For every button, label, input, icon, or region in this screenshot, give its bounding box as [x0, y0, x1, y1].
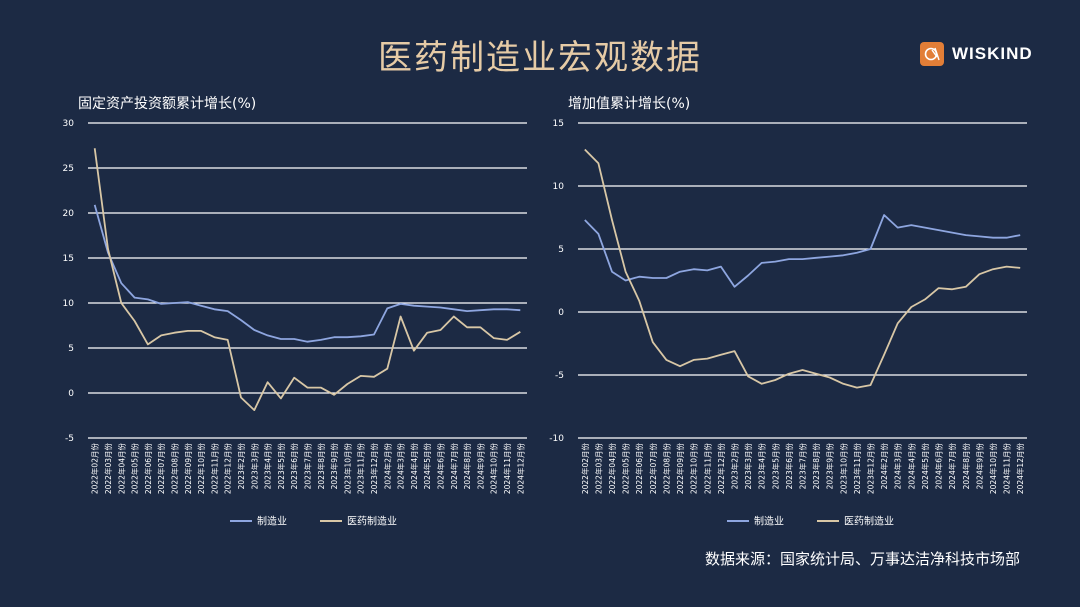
left-xtick-label: 2022年08月份	[169, 443, 179, 495]
left-xtick-label: 2022年09月份	[183, 443, 193, 495]
left-xtick-label: 2022年05月份	[130, 443, 140, 495]
left-xtick-label: 2023年4月份	[263, 443, 273, 490]
right-xtick-label: 2022年08月份	[661, 443, 671, 495]
right-xtick-label: 2023年11月份	[852, 443, 862, 495]
left-ytick-label: 0	[68, 389, 74, 399]
left-xtick-label: 2023年10月份	[342, 443, 352, 495]
left-xtick-label: 2023年11月份	[356, 443, 366, 495]
left-xtick-label: 2022年07月份	[156, 443, 166, 495]
left-ytick-label: 5	[68, 344, 74, 354]
left-legend-label: 医药制造业	[347, 515, 397, 528]
left-xtick-label: 2022年10月份	[196, 443, 206, 495]
left-xtick-label: 2024年7月份	[449, 443, 459, 490]
right-xtick-label: 2024年7月份	[947, 443, 957, 490]
left-ytick-label: 30	[63, 119, 75, 129]
left-xtick-label: 2022年02月份	[90, 443, 100, 495]
right-xtick-label: 2024年11月份	[1002, 443, 1012, 495]
left-ytick-label: 25	[63, 164, 74, 174]
left-xtick-label: 2024年6月份	[436, 443, 446, 490]
right-ytick-label: -10	[549, 434, 564, 444]
right-series-line-manufacturing	[584, 214, 1021, 288]
right-xtick-label: 2024年2月份	[879, 443, 889, 490]
left-xtick-label: 2023年2月份	[236, 443, 246, 490]
right-xtick-label: 2023年3月份	[743, 443, 753, 490]
page-title: 医药制造业宏观数据	[378, 38, 702, 78]
right-ytick-label: -5	[555, 371, 564, 381]
right-xtick-label: 2024年12月份	[1015, 443, 1025, 495]
left-xtick-label: 2024年11月份	[502, 443, 512, 495]
right-xtick-label: 2023年5月份	[770, 443, 780, 490]
left-ytick-label: 20	[63, 209, 75, 219]
left-xtick-label: 2024年3月份	[396, 443, 406, 490]
right-ytick-label: 15	[553, 119, 564, 129]
right-xtick-label: 2022年11月份	[702, 443, 712, 495]
left-xtick-label: 2023年3月份	[249, 443, 259, 490]
brand-logo: WISKIND	[920, 42, 1033, 66]
right-xtick-label: 2023年9月份	[825, 443, 835, 490]
left-xtick-label: 2022年03月份	[103, 443, 113, 495]
left-xtick-label: 2022年06月份	[143, 443, 153, 495]
right-xtick-label: 2023年7月份	[798, 443, 808, 490]
right-xtick-label: 2022年09月份	[675, 443, 685, 495]
right-legend-label: 制造业	[754, 515, 784, 528]
left-series-line-pharma	[93, 148, 521, 411]
left-xtick-label: 2024年5月份	[422, 443, 432, 490]
left-xtick-label: 2024年2月份	[382, 443, 392, 490]
left-xtick-label: 2023年8月份	[316, 443, 326, 490]
left-xtick-label: 2022年12月份	[223, 443, 233, 495]
value-added-chart: -10 -5 0 5 10 15 2022年02月份 2022年03月份 2022年04月份 20…	[549, 119, 1027, 528]
right-xtick-label: 2022年05月份	[621, 443, 631, 495]
left-xtick-label: 2022年11月份	[209, 443, 219, 495]
right-xtick-label: 2023年10月份	[838, 443, 848, 495]
right-xtick-label: 2024年6月份	[934, 443, 944, 490]
left-xtick-label: 2024年8月份	[462, 443, 472, 490]
right-chart-title: 增加值累计增长(%)	[568, 96, 691, 112]
right-series-line-pharma	[584, 148, 1021, 389]
left-legend-label: 制造业	[257, 515, 287, 528]
left-xtick-label: 2022年04月份	[116, 443, 126, 495]
right-xtick-label: 2023年4月份	[757, 443, 767, 490]
left-ytick-label: 10	[63, 299, 75, 309]
right-ytick-label: 10	[553, 182, 565, 192]
fixed-asset-investment-chart: -5 0 5 10 15 20 25 30 2022年02月份 2022年03月份 2022年04月…	[63, 119, 527, 528]
wiskind-logo-icon	[920, 42, 944, 66]
left-ytick-label: -5	[65, 434, 74, 444]
right-xtick-label: 2024年10月份	[988, 443, 998, 495]
right-xtick-label: 2023年12月份	[866, 443, 876, 495]
right-xtick-label: 2022年03月份	[593, 443, 603, 495]
right-xtick-label: 2023年8月份	[811, 443, 821, 490]
right-xtick-label: 2024年5月份	[920, 443, 930, 490]
left-xtick-label: 2023年5月份	[276, 443, 286, 490]
right-xtick-label: 2022年04月份	[607, 443, 617, 495]
left-xtick-label: 2023年12月份	[369, 443, 379, 495]
left-xtick-label: 2023年7月份	[303, 443, 313, 490]
right-xtick-label: 2023年6月份	[784, 443, 794, 490]
right-xtick-label: 2022年10月份	[689, 443, 699, 495]
right-xtick-label: 2022年02月份	[580, 443, 590, 495]
left-chart-title: 固定资产投资额累计增长(%)	[78, 96, 257, 112]
right-legend-label: 医药制造业	[844, 515, 894, 528]
right-xtick-label: 2024年3月份	[893, 443, 903, 490]
left-xtick-label: 2023年6月份	[289, 443, 299, 490]
left-xtick-label: 2024年10月份	[489, 443, 499, 495]
data-source-note: 数据来源：国家统计局、万事达洁净科技市场部	[704, 550, 1020, 568]
left-ytick-label: 15	[63, 254, 74, 264]
right-xtick-label: 2022年12月份	[716, 443, 726, 495]
right-xtick-label: 2024年9月份	[974, 443, 984, 490]
left-xtick-label: 2024年4月份	[409, 443, 419, 490]
right-xtick-label: 2022年06月份	[634, 443, 644, 495]
left-xtick-label: 2024年9月份	[475, 443, 485, 490]
left-series-line-manufacturing	[93, 204, 521, 343]
logo-text: WISKIND	[952, 44, 1033, 63]
right-ytick-label: 5	[558, 245, 564, 255]
right-xtick-label: 2022年07月份	[648, 443, 658, 495]
right-ytick-label: 0	[558, 308, 564, 318]
right-xtick-label: 2024年4月份	[906, 443, 916, 490]
left-xtick-label: 2024年12月份	[515, 443, 525, 495]
left-xtick-label: 2023年9月份	[329, 443, 339, 490]
right-xtick-label: 2024年8月份	[961, 443, 971, 490]
right-xtick-label: 2023年2月份	[729, 443, 739, 490]
